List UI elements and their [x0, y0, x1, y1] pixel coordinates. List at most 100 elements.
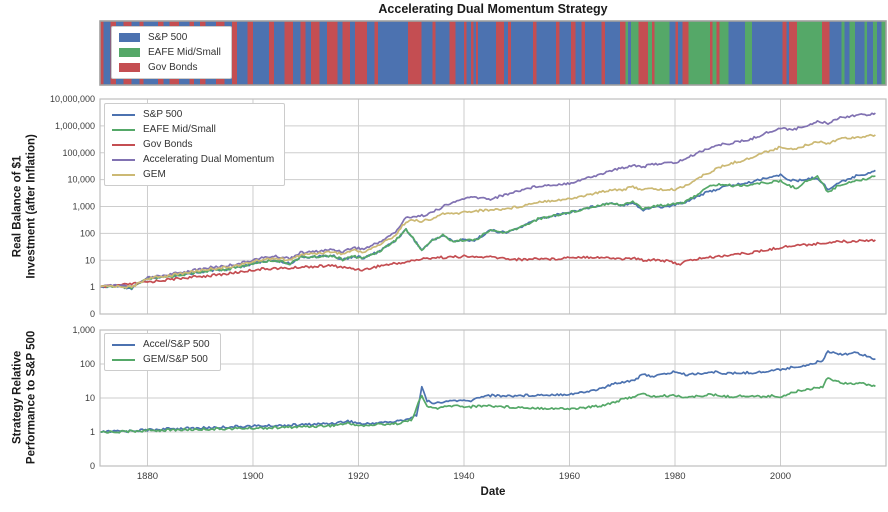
legend-swatch-eafe	[112, 358, 135, 361]
band-segment-sp500	[504, 21, 508, 85]
legend-item: GEM	[112, 169, 274, 180]
legend-swatch-bonds	[112, 143, 135, 146]
band-segment-sp500	[473, 21, 477, 85]
y-tick-label: 1,000	[72, 325, 95, 335]
band-segment-sp500	[455, 21, 464, 85]
band-segment-sp500	[103, 21, 111, 85]
band-segment-eafe	[849, 21, 855, 85]
band-segment-sp500	[478, 21, 497, 85]
legend-label: S&P 500	[143, 109, 183, 120]
band-segment-eafe	[712, 21, 717, 85]
band-segment-sp500	[854, 21, 865, 85]
legend-label: EAFE Mid/Small	[148, 47, 221, 58]
band-legend: S&P 500 EAFE Mid/Small Gov Bonds	[111, 26, 232, 79]
band-segment-bonds	[449, 21, 456, 85]
y-tick-label: 0	[90, 461, 95, 471]
band-segment-sp500	[867, 21, 873, 85]
band-segment-eafe	[841, 21, 845, 85]
band-segment-bonds	[496, 21, 505, 85]
x-tick-label: 1980	[664, 471, 685, 482]
band-segment-bonds	[342, 21, 351, 85]
band-segment-sp500	[293, 21, 301, 85]
band-segment-sp500	[337, 21, 343, 85]
legend-item: S&P 500	[112, 109, 274, 120]
band-segment-sp500	[274, 21, 285, 85]
legend-item: EAFE Mid/Small	[119, 47, 221, 58]
relative-y-axis-label: Strategy Relative Performance to S&P 500	[11, 330, 38, 465]
band-segment-sp500	[604, 21, 621, 85]
band-segment-sp500	[421, 21, 433, 85]
band-segment-sp500	[628, 21, 632, 85]
x-tick-label: 1900	[242, 471, 263, 482]
legend-item: Gov Bonds	[119, 62, 221, 73]
y-tick-label: 100,000	[62, 148, 95, 158]
series-sp500	[99, 169, 876, 291]
x-tick-label: 1880	[137, 471, 158, 482]
series-eafe	[99, 175, 876, 290]
legend-label: Accelerating Dual Momentum	[143, 154, 275, 165]
y-tick-label: 10,000	[67, 175, 95, 185]
y-tick-label: 1,000	[72, 202, 95, 212]
band-segment-sp500	[378, 21, 409, 85]
band-segment-bonds	[326, 21, 338, 85]
band-segment-sp500	[252, 21, 269, 85]
band-segment-bonds	[709, 21, 713, 85]
band-segment-bonds	[476, 21, 479, 85]
band-segment-bonds	[284, 21, 294, 85]
y-tick-label: 1	[90, 427, 95, 437]
legend-item: EAFE Mid/Small	[112, 124, 274, 135]
band-segment-sp500	[728, 21, 746, 85]
panel-border	[99, 98, 887, 315]
band-segment-sp500	[350, 21, 355, 85]
x-tick-label: 1960	[559, 471, 580, 482]
panel-border	[99, 20, 887, 86]
legend-label: Accel/S&P 500	[143, 339, 210, 350]
band-segment-bonds	[620, 21, 626, 85]
band-segment-bonds	[432, 21, 436, 85]
series-bonds	[99, 238, 876, 289]
band-segment-bonds	[100, 21, 104, 85]
band-segment-bonds	[716, 21, 720, 85]
series-adm	[99, 112, 876, 288]
band-segment-sp500	[575, 21, 582, 85]
band-segment-eafe	[872, 21, 878, 85]
band-segment-bonds	[311, 21, 320, 85]
legend-item: Gov Bonds	[112, 139, 274, 150]
legend-label: GEM	[143, 169, 166, 180]
band-segment-eafe	[688, 21, 710, 85]
series-eafe	[99, 377, 876, 434]
band-segment-eafe	[796, 21, 823, 85]
band-segment-sp500	[877, 21, 882, 85]
legend-label: EAFE Mid/Small	[143, 124, 216, 135]
band-segment-eafe	[881, 21, 886, 85]
band-segment-bonds	[507, 21, 511, 85]
band-segment-sp500	[510, 21, 534, 85]
legend-item: Accel/S&P 500	[112, 339, 210, 350]
band-segment-sp500	[435, 21, 450, 85]
band-segment-bonds	[638, 21, 649, 85]
growth-legend: S&P 500 EAFE Mid/Small Gov Bonds Accelerati…	[104, 103, 286, 186]
band-segment-bonds	[651, 21, 655, 85]
legend-label: S&P 500	[148, 32, 188, 43]
legend-swatch-eafe	[119, 48, 140, 57]
band-segment-bonds	[374, 21, 378, 85]
band-segment-bonds	[601, 21, 605, 85]
x-tick-label: 1940	[453, 471, 474, 482]
band-segment-bonds	[675, 21, 679, 85]
band-segment-bonds	[268, 21, 275, 85]
band-segment-bonds	[470, 21, 474, 85]
y-tick-label: 100	[80, 359, 95, 369]
legend-swatch-sp500	[112, 113, 135, 116]
band-segment-bonds	[581, 21, 585, 85]
legend-swatch-sp500	[119, 33, 140, 42]
band-segment-sp500	[829, 21, 842, 85]
band-segment-bonds	[533, 21, 537, 85]
legend-swatch-sp500	[112, 343, 135, 346]
series-gem	[99, 133, 876, 289]
band-segment-bonds	[463, 21, 467, 85]
band-segment-eafe	[625, 21, 629, 85]
y-tick-label: 0	[90, 309, 95, 319]
panel-border	[99, 329, 887, 467]
